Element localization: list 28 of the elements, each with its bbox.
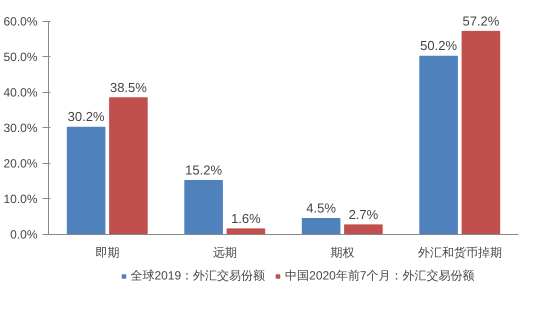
y-tick-label: 0.0%: [10, 228, 38, 242]
data-label: 2.7%: [348, 206, 379, 222]
x-tick-label: 即期: [95, 246, 120, 260]
data-label: 1.6%: [231, 210, 262, 226]
bar: [344, 224, 383, 234]
legend-label: 全球2019：外汇交易份额: [130, 268, 266, 284]
y-tick-label: 20.0%: [3, 156, 38, 170]
y-tick-label: 10.0%: [3, 192, 38, 206]
bar: [462, 30, 500, 234]
data-label: 4.5%: [306, 200, 336, 216]
data-label: 57.2%: [462, 13, 500, 28]
y-tick-label: 30.0%: [3, 120, 38, 135]
y-tick-label: 50.0%: [3, 50, 38, 64]
x-tick-label: 远期: [212, 246, 237, 260]
bar: [109, 97, 148, 234]
y-tick-label: 60.0%: [3, 14, 38, 28]
bar: [66, 126, 106, 234]
x-tick-label: 期权: [330, 246, 354, 260]
bar: [302, 218, 340, 234]
y-tick-label: 40.0%: [3, 85, 38, 100]
data-label: 30.2%: [68, 109, 105, 124]
bar: [184, 180, 223, 234]
data-label: 15.2%: [185, 162, 222, 178]
legend-label: 中国2020年前7个月：外汇交易份额: [285, 268, 475, 284]
data-label: 38.5%: [110, 80, 148, 95]
data-label: 50.2%: [420, 38, 458, 54]
x-tick-label: 外汇和货币掉期: [418, 246, 502, 260]
bar: [419, 56, 458, 234]
